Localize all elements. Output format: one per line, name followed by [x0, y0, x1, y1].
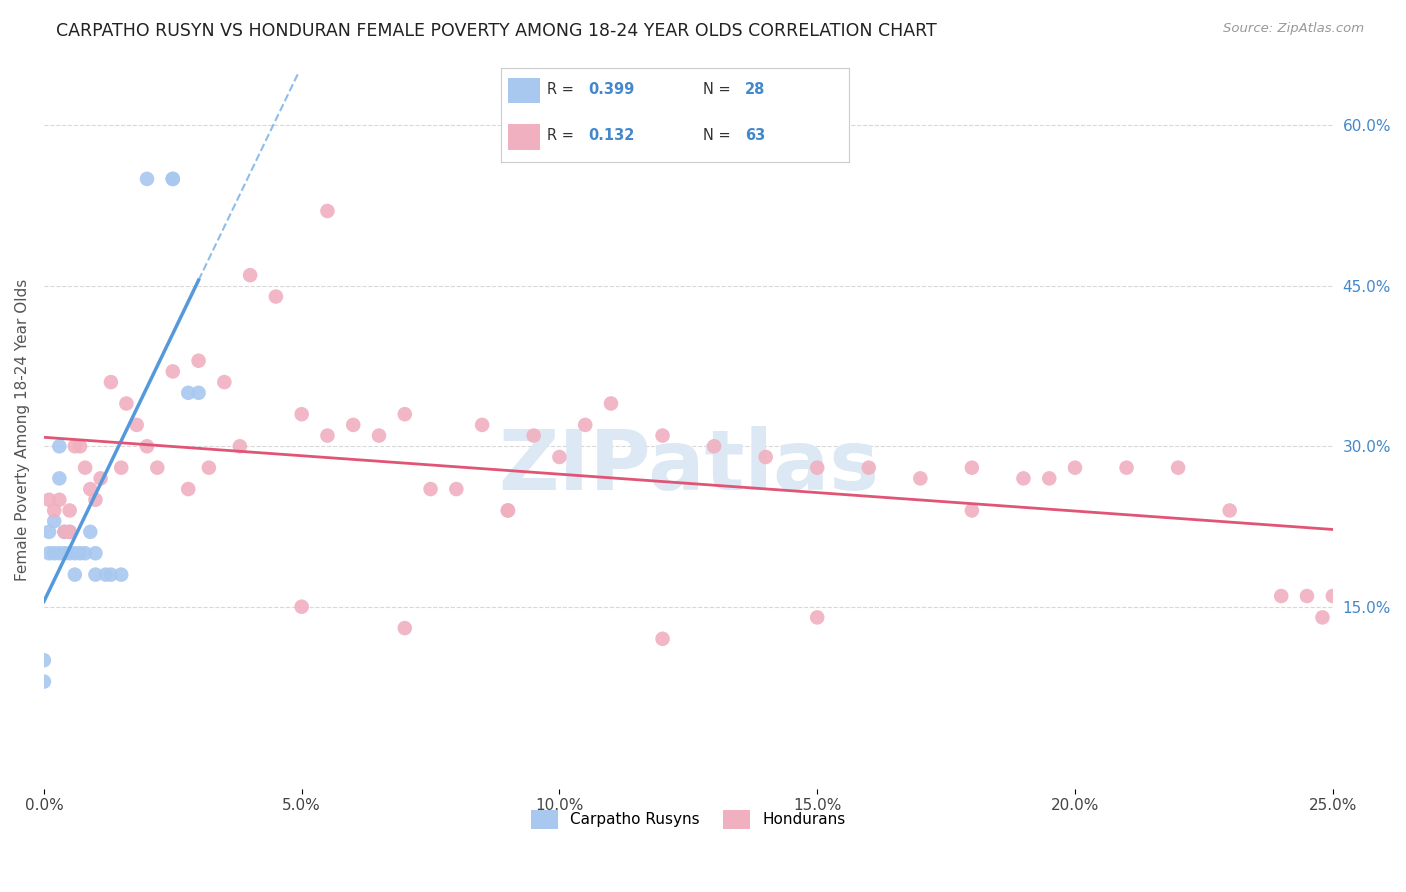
Point	[63, 567, 86, 582]
Point	[162, 172, 184, 186]
Point	[59, 503, 82, 517]
Point	[53, 524, 76, 539]
Point	[523, 428, 546, 442]
Point	[136, 172, 159, 186]
Point	[146, 460, 169, 475]
Point	[44, 514, 66, 528]
Point	[94, 567, 117, 582]
Text: Source: ZipAtlas.com: Source: ZipAtlas.com	[1223, 22, 1364, 36]
Point	[1064, 460, 1087, 475]
Point	[100, 567, 122, 582]
Point	[1296, 589, 1319, 603]
Text: ZIPatlas: ZIPatlas	[498, 425, 879, 507]
Point	[79, 482, 101, 496]
Point	[162, 172, 184, 186]
Point	[59, 524, 82, 539]
Point	[264, 289, 287, 303]
Point	[32, 674, 55, 689]
Point	[48, 492, 70, 507]
Point	[187, 385, 209, 400]
Point	[44, 503, 66, 517]
Point	[1012, 471, 1035, 485]
Point	[63, 546, 86, 560]
Point	[1167, 460, 1189, 475]
Point	[651, 428, 673, 442]
Point	[63, 439, 86, 453]
Point	[53, 524, 76, 539]
Point	[59, 546, 82, 560]
Point	[48, 546, 70, 560]
Point	[177, 482, 200, 496]
Point	[84, 567, 107, 582]
Point	[125, 417, 148, 432]
Point	[100, 375, 122, 389]
Point	[1219, 503, 1241, 517]
Point	[291, 407, 314, 421]
Point	[368, 428, 391, 442]
Point	[574, 417, 596, 432]
Point	[755, 450, 778, 464]
Point	[38, 524, 60, 539]
Point	[960, 460, 983, 475]
Point	[806, 460, 828, 475]
Point	[198, 460, 221, 475]
Point	[316, 428, 339, 442]
Point	[79, 524, 101, 539]
Point	[394, 621, 416, 635]
Text: CARPATHO RUSYN VS HONDURAN FEMALE POVERTY AMONG 18-24 YEAR OLDS CORRELATION CHAR: CARPATHO RUSYN VS HONDURAN FEMALE POVERT…	[56, 22, 936, 40]
Point	[177, 385, 200, 400]
Point	[38, 546, 60, 560]
Point	[703, 439, 725, 453]
Point	[115, 396, 138, 410]
Point	[446, 482, 468, 496]
Point	[1270, 589, 1292, 603]
Point	[548, 450, 571, 464]
Point	[214, 375, 236, 389]
Point	[419, 482, 441, 496]
Point	[69, 439, 91, 453]
Point	[187, 353, 209, 368]
Point	[90, 471, 112, 485]
Point	[471, 417, 494, 432]
Point	[496, 503, 519, 517]
Point	[291, 599, 314, 614]
Point	[316, 204, 339, 219]
Point	[53, 546, 76, 560]
Point	[239, 268, 262, 282]
Point	[1038, 471, 1060, 485]
Point	[48, 439, 70, 453]
Legend: Carpatho Rusyns, Hondurans: Carpatho Rusyns, Hondurans	[524, 804, 852, 835]
Point	[342, 417, 364, 432]
Point	[229, 439, 252, 453]
Y-axis label: Female Poverty Among 18-24 Year Olds: Female Poverty Among 18-24 Year Olds	[15, 279, 30, 582]
Point	[136, 439, 159, 453]
Point	[59, 524, 82, 539]
Point	[32, 653, 55, 667]
Point	[162, 364, 184, 378]
Point	[1312, 610, 1334, 624]
Point	[84, 546, 107, 560]
Point	[496, 503, 519, 517]
Point	[1115, 460, 1137, 475]
Point	[48, 471, 70, 485]
Point	[858, 460, 880, 475]
Point	[651, 632, 673, 646]
Point	[110, 460, 132, 475]
Point	[910, 471, 932, 485]
Point	[75, 546, 97, 560]
Point	[69, 546, 91, 560]
Point	[110, 567, 132, 582]
Point	[1322, 589, 1344, 603]
Point	[960, 503, 983, 517]
Point	[806, 610, 828, 624]
Point	[600, 396, 623, 410]
Point	[84, 492, 107, 507]
Point	[394, 407, 416, 421]
Point	[75, 460, 97, 475]
Point	[38, 492, 60, 507]
Point	[44, 546, 66, 560]
